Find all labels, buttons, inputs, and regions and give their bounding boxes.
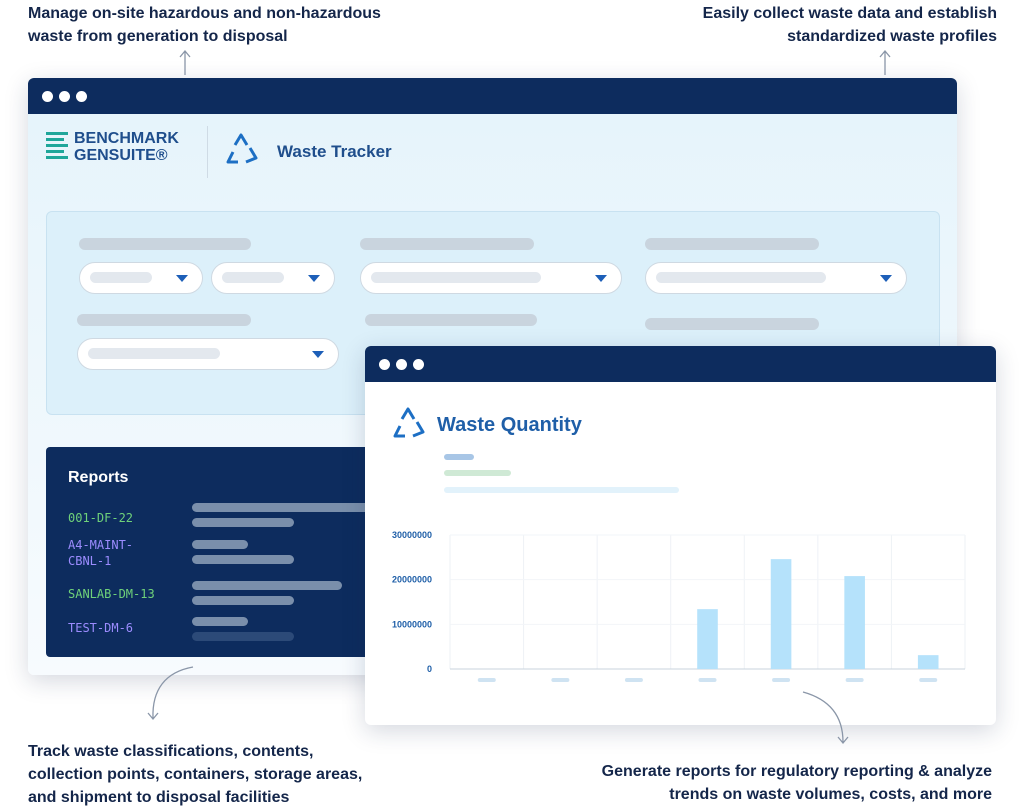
y-tick-label: 0 — [427, 664, 432, 674]
x-tick-placeholder — [772, 678, 791, 682]
x-tick-placeholder — [845, 678, 864, 682]
y-tick-label: 30000000 — [392, 530, 432, 540]
app-title: Waste Tracker — [277, 142, 392, 161]
caption: Manage on-site hazardous and non-hazardo… — [28, 5, 381, 45]
report-item: A4-MAINT-CBNL-1 — [68, 538, 134, 568]
y-tick-label: 10000000 — [392, 619, 432, 629]
x-tick-placeholder — [551, 678, 570, 682]
bar — [697, 609, 718, 669]
brand-line: BENCHMARK — [74, 130, 179, 147]
chart-window: Waste Quantity 0 10000000 20000000 30000000 — [365, 346, 996, 725]
brand-line: GENSUITE® — [74, 147, 168, 164]
report-item: SANLAB-DM-13 — [68, 587, 155, 601]
reports-panel: Reports 001-DF-22 A4-MAINT-CBNL-1 SANLAB… — [46, 447, 376, 657]
window-bar — [28, 78, 957, 114]
x-tick-placeholder — [698, 678, 717, 682]
report-item: 001-DF-22 — [68, 511, 134, 525]
x-tick-placeholder — [477, 678, 496, 682]
chart: 0 10000000 20000000 30000000 — [392, 530, 966, 682]
bar — [770, 559, 792, 669]
x-tick-placeholder — [624, 678, 643, 682]
reports-title: Reports — [68, 469, 129, 486]
chart-title: Waste Quantity — [437, 414, 582, 436]
bar — [917, 655, 939, 669]
recycle-icon — [226, 133, 258, 164]
x-tick-placeholder — [919, 678, 938, 682]
recycle-icon — [393, 407, 425, 438]
bar — [844, 576, 865, 669]
y-tick-label: 20000000 — [392, 575, 432, 585]
caption: Generate reports for regulatory reportin… — [601, 763, 992, 803]
brand-logo — [46, 132, 68, 159]
brand: BENCHMARK GENSUITE® — [74, 130, 179, 164]
window-bar — [365, 346, 996, 382]
caption: Easily collect waste data and establish … — [702, 5, 997, 45]
report-item: TEST-DM-6 — [68, 621, 134, 635]
caption: Track waste classifications, contents, c… — [28, 743, 363, 806]
